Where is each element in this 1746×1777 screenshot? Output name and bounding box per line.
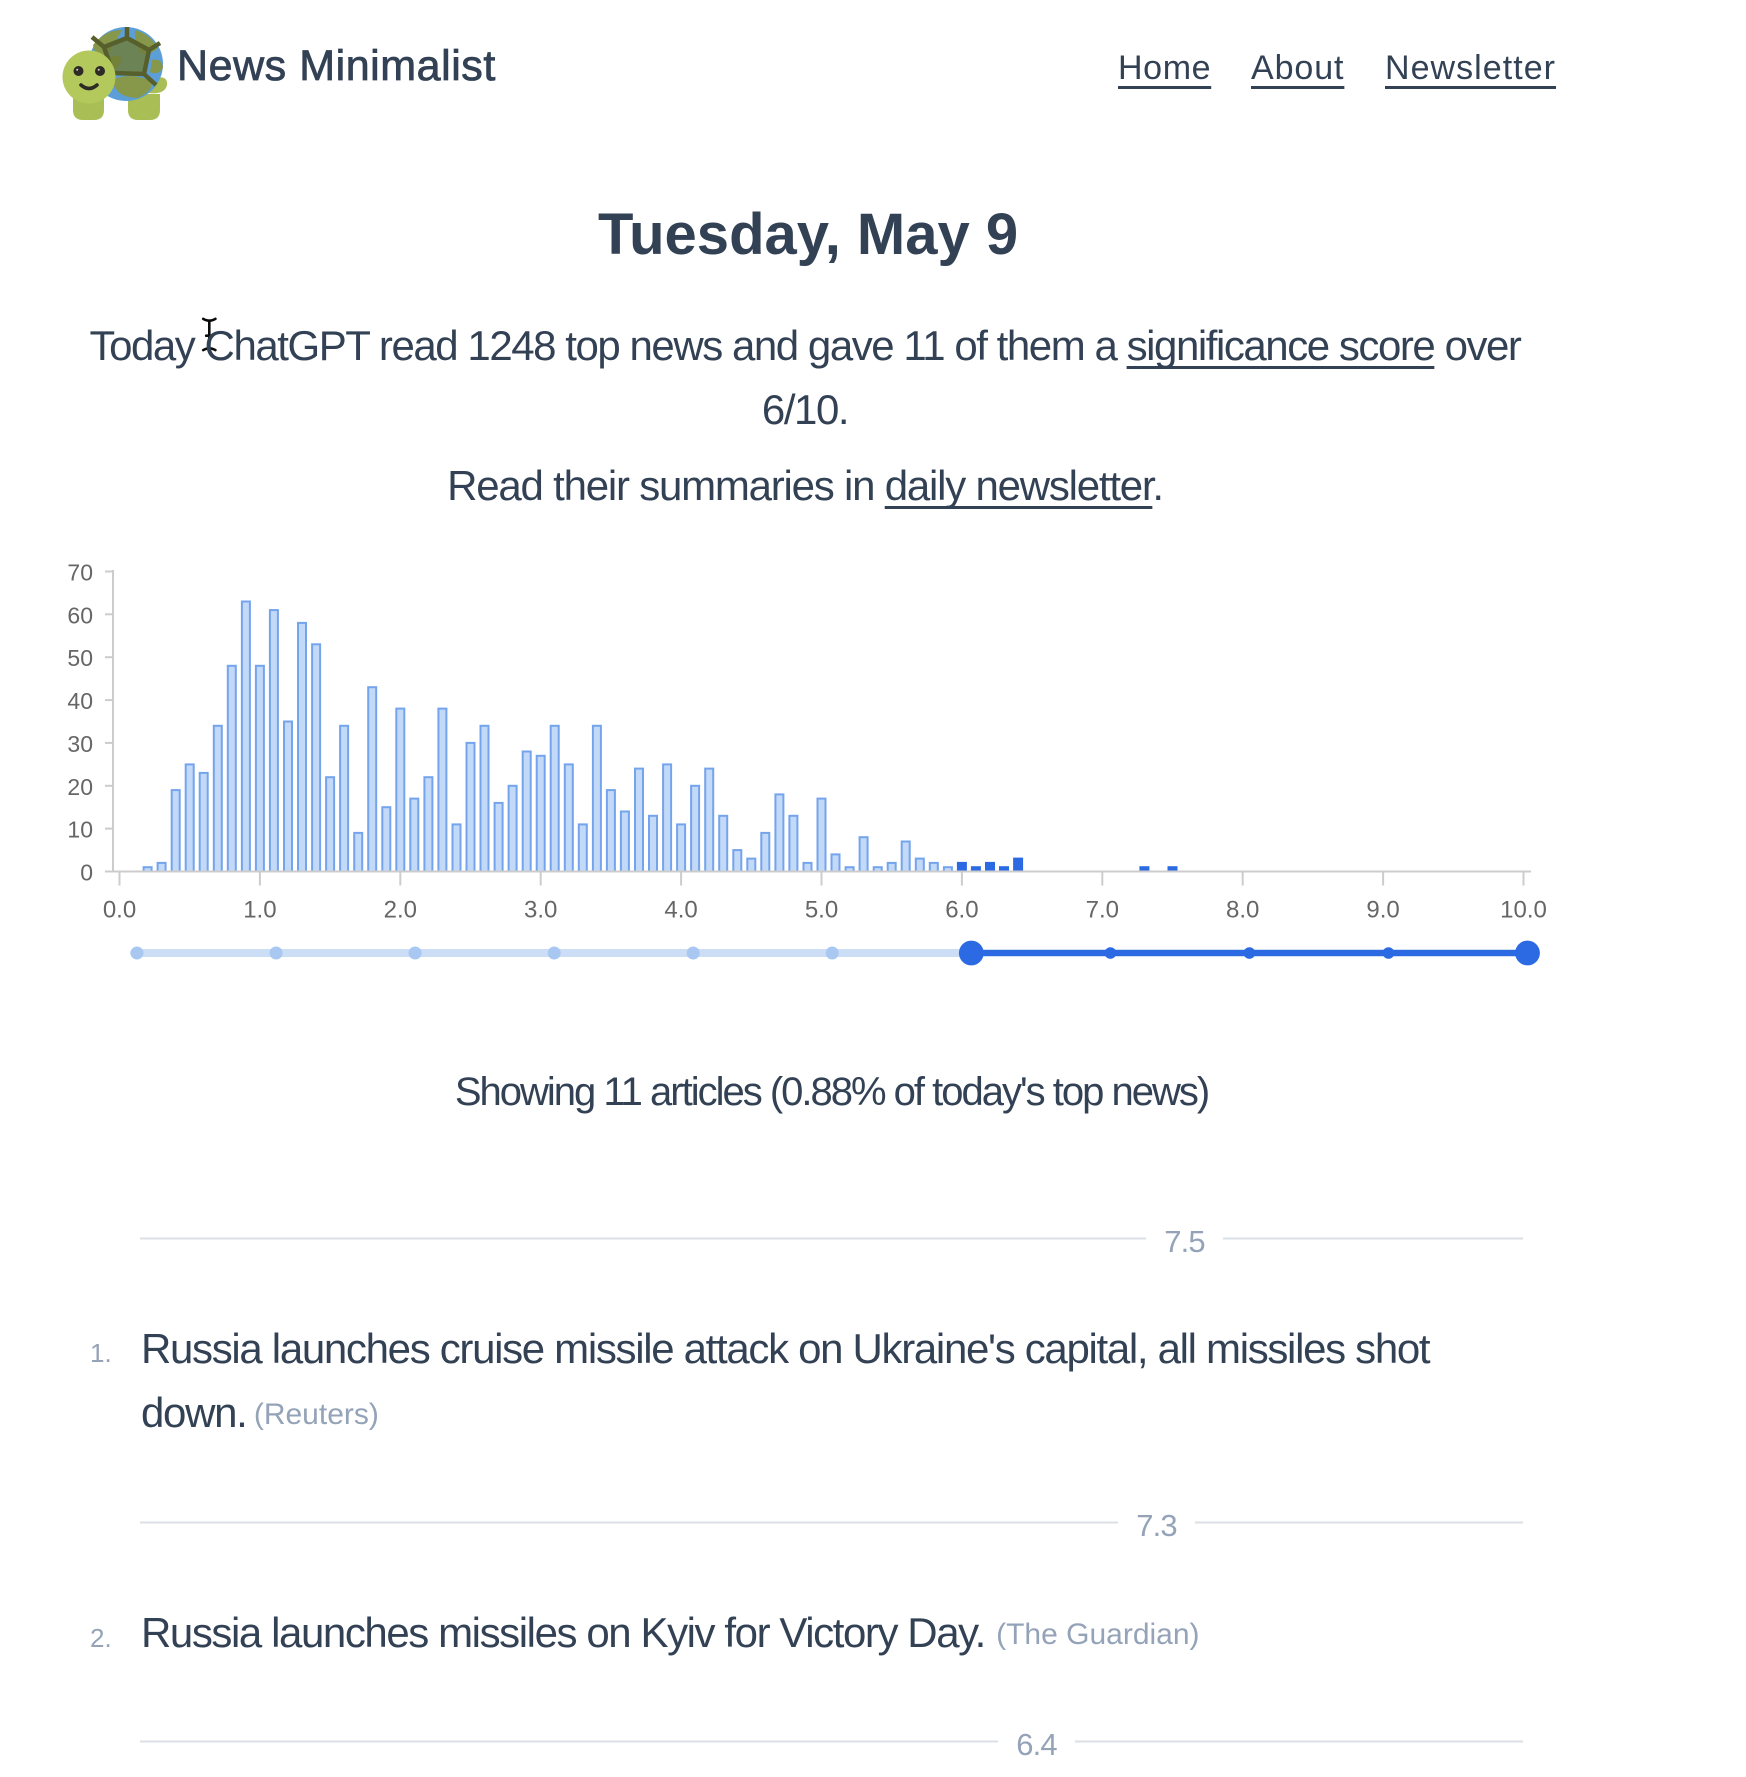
svg-text:7.5: 7.5: [1164, 1224, 1204, 1259]
svg-text:6.0: 6.0: [945, 897, 978, 924]
svg-text:40: 40: [67, 688, 93, 714]
svg-text:3.0: 3.0: [524, 897, 557, 924]
svg-text:8.0: 8.0: [1226, 897, 1259, 924]
svg-text:7.3: 7.3: [1136, 1508, 1176, 1543]
svg-text:0.0: 0.0: [103, 897, 136, 924]
svg-text:1.0: 1.0: [243, 897, 276, 924]
svg-text:5.0: 5.0: [805, 897, 838, 924]
svg-text:2.0: 2.0: [384, 897, 417, 924]
svg-text:60: 60: [67, 602, 93, 628]
svg-text:4.0: 4.0: [664, 897, 697, 924]
svg-text:6.4: 6.4: [1016, 1727, 1057, 1762]
svg-text:7.0: 7.0: [1086, 897, 1119, 924]
svg-text:10: 10: [67, 817, 93, 843]
svg-text:50: 50: [67, 645, 93, 671]
svg-text:30: 30: [67, 731, 93, 757]
svg-text:70: 70: [67, 560, 93, 586]
svg-text:0: 0: [80, 860, 93, 886]
svg-text:10.0: 10.0: [1500, 897, 1547, 924]
svg-text:9.0: 9.0: [1366, 897, 1399, 924]
svg-text:20: 20: [67, 774, 93, 800]
